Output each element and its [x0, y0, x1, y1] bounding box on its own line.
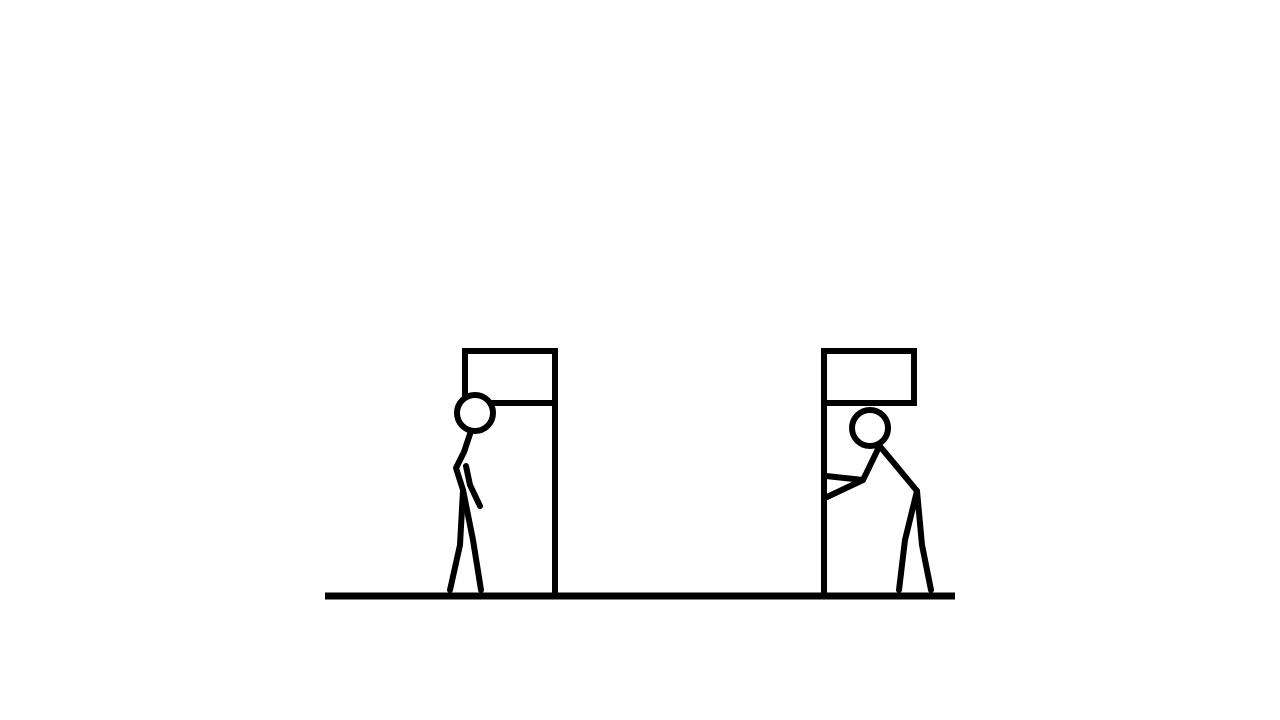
- booth-left: [462, 348, 558, 596]
- stick-figure-right-torso: [875, 441, 920, 494]
- stick-figure-right-head: [849, 407, 891, 449]
- stick-figure-right-leg-back: [896, 488, 920, 593]
- stick-figure-left-head: [454, 392, 496, 434]
- stick-figure-left-arm: [463, 463, 483, 509]
- stick-figure-right-forearm: [823, 473, 866, 483]
- stick-figure-right: [823, 407, 934, 593]
- booth-right: [821, 348, 917, 596]
- stick-figure-left-leg-back: [447, 487, 466, 593]
- stick-figure-left-leg-front: [460, 487, 484, 593]
- stick-figure-left-torso: [453, 428, 474, 493]
- stick-figure-left: [447, 392, 496, 593]
- stick-figure-right-leg-front: [914, 488, 934, 593]
